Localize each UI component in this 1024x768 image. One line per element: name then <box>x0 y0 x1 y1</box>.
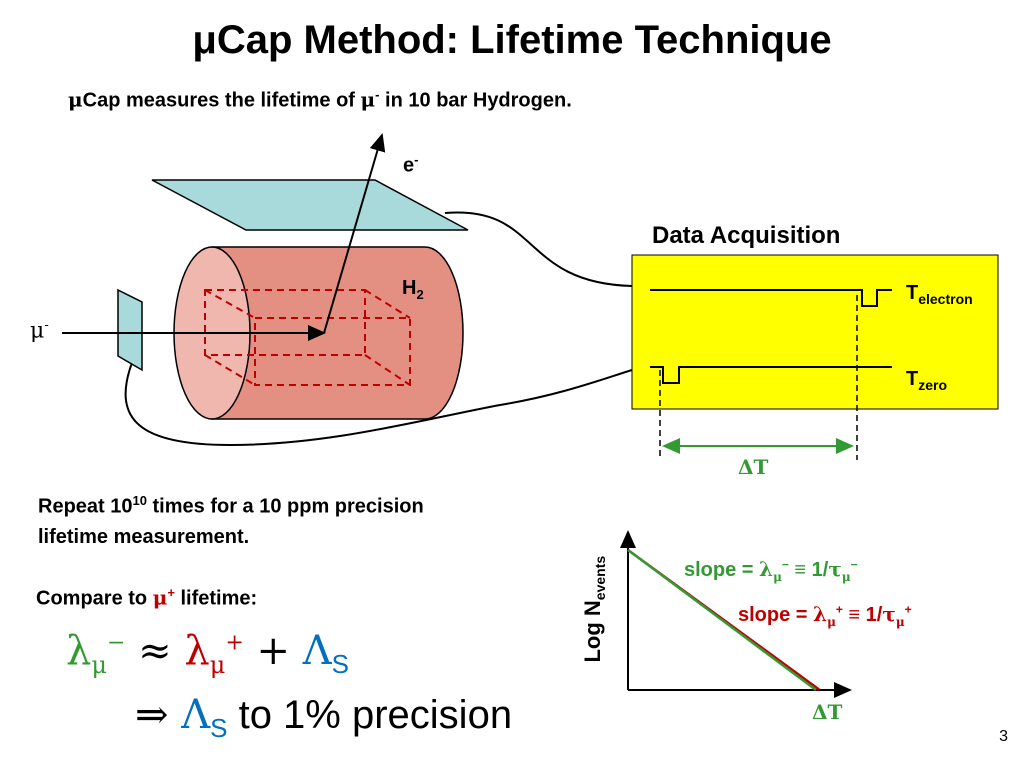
electron-label: e- <box>403 152 419 177</box>
cable-bottom <box>124 359 633 447</box>
slope-mu-plus-label: slope = λμ+ ≡ 1/τμ+ <box>738 602 912 629</box>
chart-ylabel: Log Nevents <box>579 555 609 663</box>
target-volume <box>204 289 411 386</box>
t-zero-label: Tzero <box>906 368 948 393</box>
repeat-note: Repeat 1010 times for a 10 ppm precision… <box>38 493 424 548</box>
chart-axes <box>620 530 852 698</box>
daq-panel <box>631 254 999 410</box>
t-electron-label: Telectron <box>906 282 973 307</box>
muon-label: μ- <box>30 318 49 344</box>
slide-number: 3 <box>999 728 1008 745</box>
lifetime-equation: λμ− ≈ λμ+ + ΛS <box>66 628 349 679</box>
electron-detector-plate <box>151 179 469 231</box>
t-zero-signal <box>650 366 892 384</box>
hydrogen-cylinder <box>211 246 464 420</box>
t-electron-signal <box>650 289 892 307</box>
subtitle: μCap measures the lifetime of μ- in 10 b… <box>68 87 572 112</box>
daq-title: Data Acquisition <box>652 222 841 249</box>
precision-statement: ⇒ ΛS to 1% precision <box>135 692 513 743</box>
slope-mu-minus-label: slope = λμ− ≡ 1/τμ− <box>684 557 858 584</box>
compare-note: Compare to μ+ lifetime: <box>36 585 258 610</box>
chart-xlabel: ΔT <box>812 700 843 724</box>
decay-line-mu-minus <box>627 548 817 692</box>
cable-top <box>444 211 633 287</box>
electron-track <box>323 133 386 334</box>
h2-label: H2 <box>402 277 424 302</box>
page-title: μCap Method: Lifetime Technique <box>192 18 832 62</box>
delta-t-label: ΔT <box>738 455 769 479</box>
